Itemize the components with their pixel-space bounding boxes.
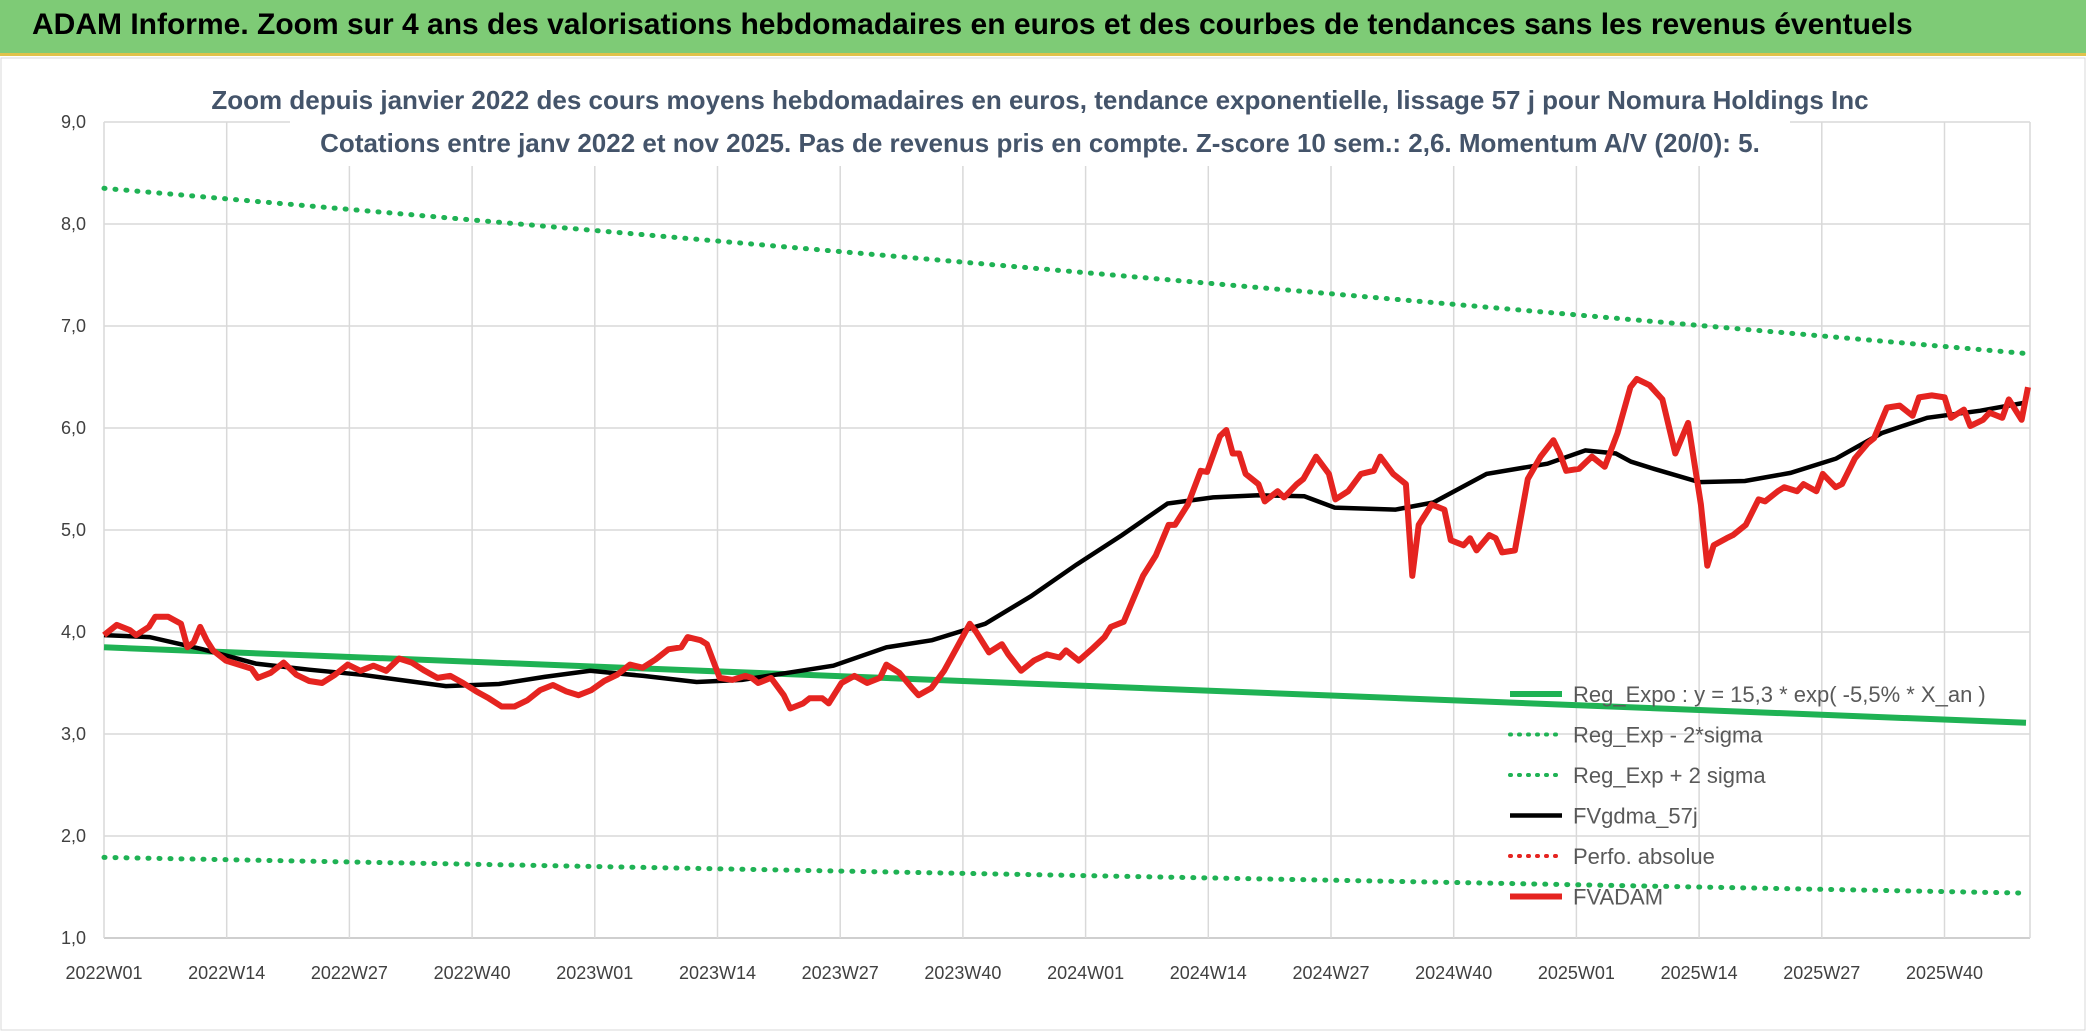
- chart-subtitle: Cotations entre janv 2022 et nov 2025. P…: [320, 128, 1760, 158]
- y-tick-label: 1,0: [61, 928, 86, 948]
- x-tick-label: 2024W40: [1415, 963, 1492, 983]
- legend-label-1: Reg_Exp - 2*sigma: [1573, 723, 1763, 748]
- x-tick-label: 2024W27: [1292, 963, 1369, 983]
- x-tick-label: 2023W27: [802, 963, 879, 983]
- y-tick-label: 5,0: [61, 520, 86, 540]
- x-tick-label: 2022W01: [65, 963, 142, 983]
- series-layer: [101, 185, 2031, 896]
- chart-title: Zoom depuis janvier 2022 des cours moyen…: [211, 85, 1868, 115]
- x-axis-ticks: 2022W01 2022W14 2022W27 2022W40 2023W01 2023W…: [65, 963, 1983, 983]
- series-line-1: [101, 854, 2029, 896]
- chart-legend: Reg_Expo : y = 15,3 * exp( -5,5% * X_an …: [1508, 682, 1986, 910]
- y-tick-label: 2,0: [61, 826, 86, 846]
- legend-label-5: FVADAM: [1573, 885, 1663, 910]
- x-tick-label: 2025W27: [1783, 963, 1860, 983]
- series-line-2: [101, 185, 2029, 356]
- x-tick-label: 2025W14: [1661, 963, 1738, 983]
- y-tick-label: 3,0: [61, 724, 86, 744]
- y-axis-ticks: 1,0 2,0 3,0 4,0 5,0 6,0 7,0 8,0 9,0: [61, 112, 86, 948]
- y-tick-label: 9,0: [61, 112, 86, 132]
- x-tick-label: 2025W01: [1538, 963, 1615, 983]
- x-tick-label: 2023W01: [556, 963, 633, 983]
- legend-label-4: Perfo. absolue: [1573, 844, 1715, 869]
- series-line-3: [103, 400, 2027, 689]
- x-tick-label: 2024W01: [1047, 963, 1124, 983]
- x-tick-label: 2022W40: [434, 963, 511, 983]
- y-tick-label: 4,0: [61, 622, 86, 642]
- series-line-5: [102, 376, 2031, 712]
- x-tick-label: 2023W40: [924, 963, 1001, 983]
- x-tick-label: 2024W14: [1170, 963, 1247, 983]
- series-line-0: [103, 644, 2027, 726]
- y-tick-label: 8,0: [61, 214, 86, 234]
- chart-border: [0, 57, 2086, 1031]
- legend-label-2: Reg_Exp + 2 sigma: [1573, 763, 1766, 788]
- legend-label-0: Reg_Expo : y = 15,3 * exp( -5,5% * X_an …: [1573, 682, 1986, 707]
- title-backdrop: [290, 76, 1790, 166]
- report-title: ADAM Informe. Zoom sur 4 ans des valoris…: [32, 8, 1913, 41]
- y-tick-label: 7,0: [61, 316, 86, 336]
- chart-titles: Zoom depuis janvier 2022 des cours moyen…: [211, 76, 1869, 166]
- y-tick-label: 6,0: [61, 418, 86, 438]
- report-banner: ADAM Informe. Zoom sur 4 ans des valoris…: [0, 0, 2086, 56]
- x-tick-label: 2025W40: [1906, 963, 1983, 983]
- x-tick-label: 2022W27: [311, 963, 388, 983]
- x-tick-label: 2023W14: [679, 963, 756, 983]
- chart-grid: [103, 121, 2031, 939]
- x-tick-label: 2022W14: [188, 963, 265, 983]
- legend-label-3: FVgdma_57j: [1573, 804, 1698, 829]
